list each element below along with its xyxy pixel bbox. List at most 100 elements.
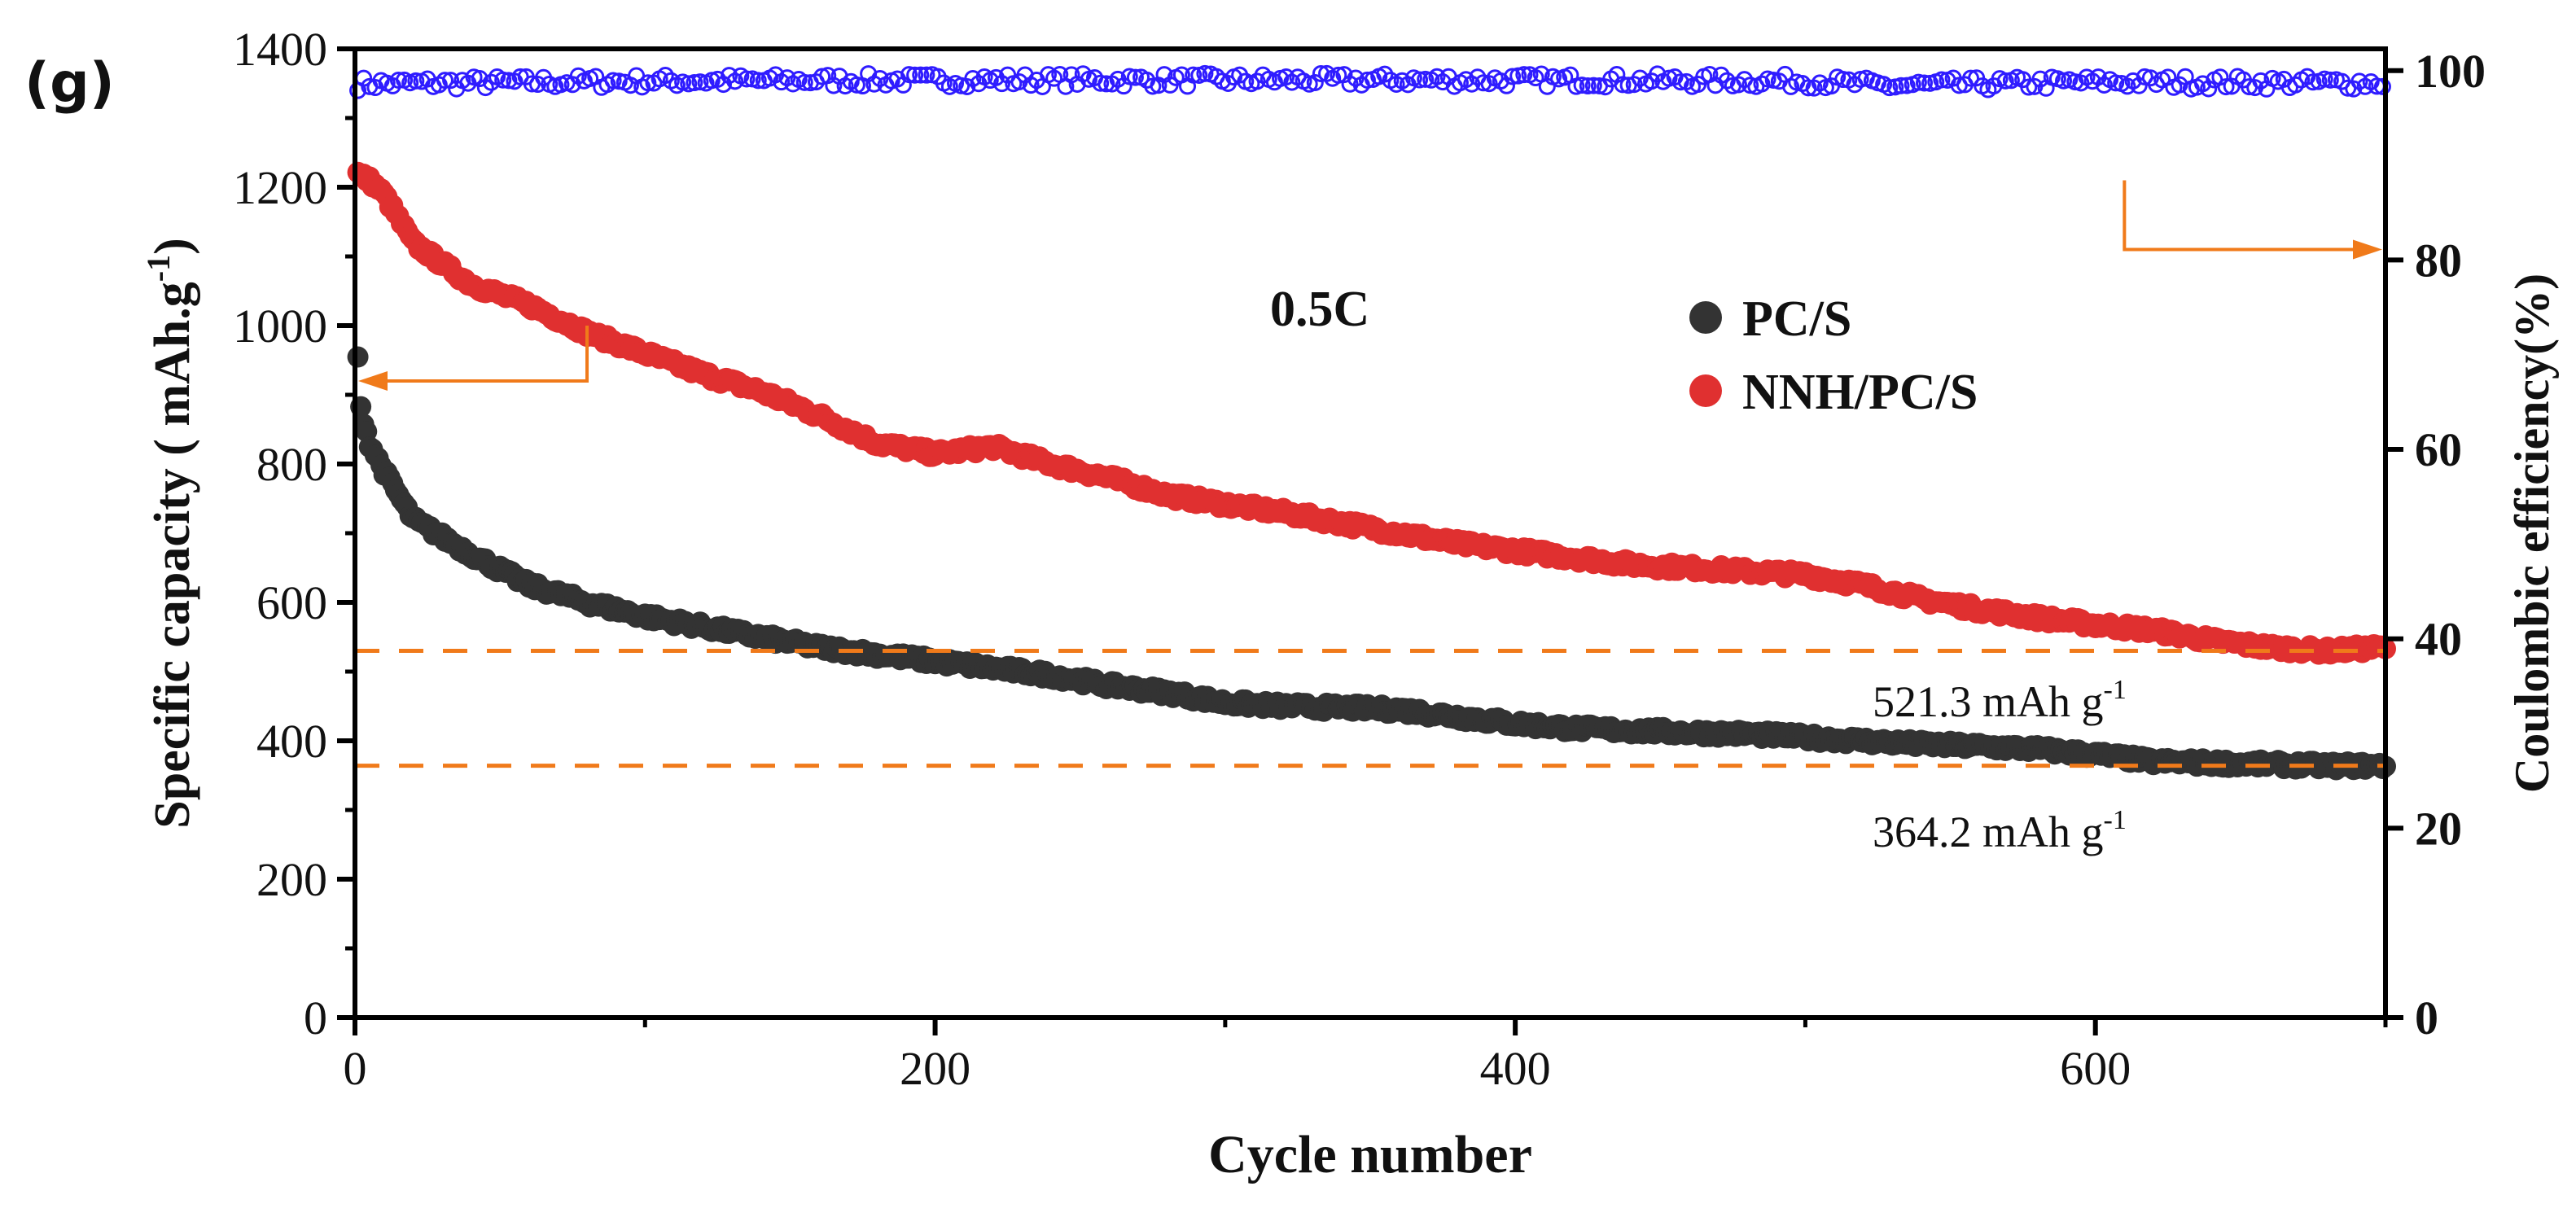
ce-point	[993, 75, 1011, 93]
y-tick-label: 1000	[233, 300, 327, 352]
y2-tick-label: 80	[2415, 234, 2462, 287]
y-tick-label: 800	[256, 438, 327, 491]
y-axis-label: Specific capacity ( mAh.g-1)	[140, 238, 200, 829]
ce-point	[1497, 77, 1515, 94]
ce-point	[1185, 66, 1203, 84]
ref-label-1-text: 521.3 mAh g	[1873, 677, 2104, 726]
ce-point	[1411, 71, 1429, 89]
ce-point	[407, 72, 425, 90]
ce-point	[604, 72, 622, 90]
ce-point	[1916, 74, 1934, 92]
ce-point	[2095, 76, 2113, 94]
ce-point	[1933, 71, 1951, 89]
ce-point	[1579, 77, 1597, 95]
ce-point	[1504, 68, 1522, 85]
ce-point	[1892, 77, 1910, 94]
y-tick-label: 1200	[233, 161, 327, 214]
y-tick-label: 400	[256, 715, 327, 768]
ce-point	[500, 72, 518, 90]
ce-point	[1126, 68, 1144, 86]
ce-point	[436, 72, 453, 90]
ce-point	[1631, 69, 1649, 87]
ce-point	[1092, 74, 1110, 92]
ce-point	[686, 74, 703, 92]
ce-point	[2107, 74, 2125, 92]
ce-point	[918, 66, 935, 84]
ce-point	[795, 73, 813, 91]
legend: PC/S NNH/PC/S	[1689, 291, 1978, 420]
ce-point	[726, 72, 744, 90]
y-axis-label-main: Specific capacity ( mAh.g	[145, 282, 200, 829]
ce-point	[482, 73, 500, 91]
y2-tick-label: 0	[2415, 992, 2438, 1044]
ce-point	[2200, 80, 2218, 98]
axis-arrows	[358, 180, 2382, 391]
axes: 0 200 400 600 0 200 400 600 800 1000 1200 1400 0 20 40…	[233, 23, 2486, 1095]
y2-axis-label: Coulombic efficiency(%)	[2505, 274, 2559, 793]
ce-point	[749, 72, 767, 90]
ce-point	[1712, 66, 1730, 84]
ce-point	[848, 76, 865, 94]
pc-s-point	[347, 346, 369, 368]
ce-point	[1515, 66, 1533, 84]
ce-point	[1341, 75, 1359, 93]
legend-label-nnh-pc-s: NNH/PC/S	[1742, 365, 1978, 420]
ce-point	[912, 66, 930, 84]
x-tick-label: 200	[900, 1042, 970, 1095]
ce-point	[639, 74, 657, 92]
y-axis-label-sup: -1	[140, 255, 177, 282]
left-arrowhead-icon	[358, 371, 388, 391]
ce-point	[2031, 70, 2049, 88]
ce-point	[442, 72, 460, 90]
rate-annotation: 0.5C	[1270, 282, 1369, 337]
right-arrowhead-icon	[2353, 239, 2382, 260]
ce-point	[1196, 64, 1214, 82]
y-tick-label: 600	[256, 576, 327, 629]
ce-point	[1996, 72, 2014, 90]
y2-tick-label: 100	[2415, 45, 2486, 98]
ce-point	[714, 76, 732, 94]
ce-point	[2373, 77, 2391, 95]
ce-point	[2304, 73, 2322, 91]
ce-point	[1573, 77, 1591, 94]
ce-point	[656, 67, 674, 85]
ref-label-2-text: 364.2 mAh g	[1873, 808, 2104, 856]
ce-point	[2020, 78, 2038, 96]
ce-point	[1120, 68, 1138, 85]
ce-point	[471, 70, 488, 88]
x-tick-label: 600	[2060, 1042, 2131, 1095]
x-tick-label: 400	[1480, 1042, 1551, 1095]
y2-tick-label: 20	[2415, 802, 2462, 855]
ce-point	[389, 71, 407, 89]
ce-point	[1881, 79, 1899, 97]
ce-point	[2136, 68, 2153, 85]
ce-point	[1584, 77, 1602, 94]
ce-point	[2315, 70, 2333, 88]
y2-tick-label: 40	[2415, 613, 2462, 666]
ce-point	[900, 66, 918, 84]
ce-point	[1358, 71, 1376, 89]
ce-point	[1909, 73, 1927, 91]
ce-point	[2217, 78, 2235, 96]
ce-point	[1306, 73, 1324, 91]
ce-point	[1480, 75, 1498, 93]
data-marks	[347, 64, 2396, 781]
ce-point	[494, 71, 512, 89]
right-axis-arrow	[2123, 180, 2361, 252]
ref-label-2-sup: -1	[2104, 805, 2127, 835]
ce-point	[563, 76, 581, 94]
ce-point	[1144, 77, 1162, 95]
x-tick-label: 0	[344, 1042, 367, 1095]
left-axis-arrow	[379, 326, 589, 383]
reference-lines	[355, 649, 2385, 768]
y2-tick-label: 60	[2415, 423, 2462, 476]
ce-point	[2072, 74, 2090, 92]
series-pc-s	[347, 346, 2396, 781]
ref-label-1: 521.3 mAh g-1	[1873, 675, 2127, 726]
ce-point	[1614, 76, 1632, 94]
ce-point	[906, 66, 924, 84]
series-coulombic-efficiency	[349, 64, 2391, 99]
ref-label-2: 364.2 mAh g-1	[1873, 805, 2127, 856]
legend-marker-nnh-pc-s	[1689, 374, 1722, 407]
